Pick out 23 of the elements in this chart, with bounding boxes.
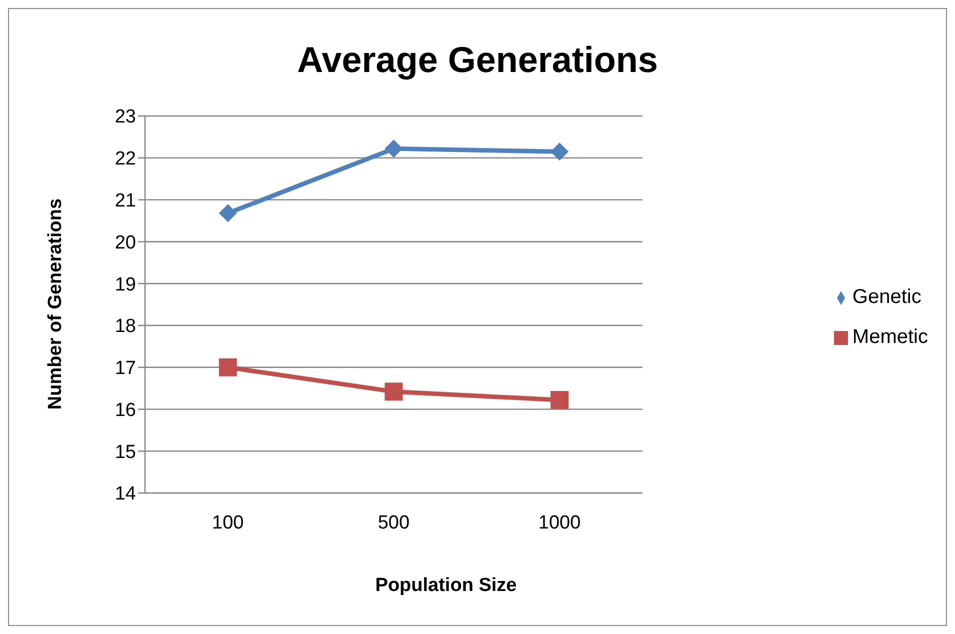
y-axis-title: Number of Generations bbox=[45, 197, 67, 412]
x-tick-label: 500 bbox=[378, 512, 410, 534]
legend-label: Memetic bbox=[852, 326, 928, 348]
y-tick-label: 14 bbox=[114, 484, 136, 505]
x-tick-label: 1000 bbox=[538, 512, 581, 534]
legend-label: Genetic bbox=[852, 286, 922, 308]
point bbox=[218, 358, 237, 376]
y-tick-label: 19 bbox=[114, 274, 136, 296]
chart-title: Average Generations bbox=[296, 39, 659, 81]
y-tick-label: 21 bbox=[114, 190, 136, 212]
y-tick-label: 15 bbox=[114, 442, 136, 463]
x-axis-title: Population Size bbox=[374, 575, 518, 597]
y-tick-label: 23 bbox=[114, 106, 136, 128]
point bbox=[384, 382, 403, 401]
y-tick-label: 20 bbox=[114, 232, 136, 254]
point bbox=[550, 142, 569, 161]
x-tick-label: 100 bbox=[212, 512, 244, 534]
point bbox=[550, 391, 569, 410]
point bbox=[218, 204, 237, 222]
y-tick-label: 17 bbox=[114, 358, 136, 380]
y-tick-label: 16 bbox=[114, 400, 136, 421]
y-tick-label: 22 bbox=[114, 148, 136, 170]
y-tick-label: 18 bbox=[114, 316, 136, 338]
